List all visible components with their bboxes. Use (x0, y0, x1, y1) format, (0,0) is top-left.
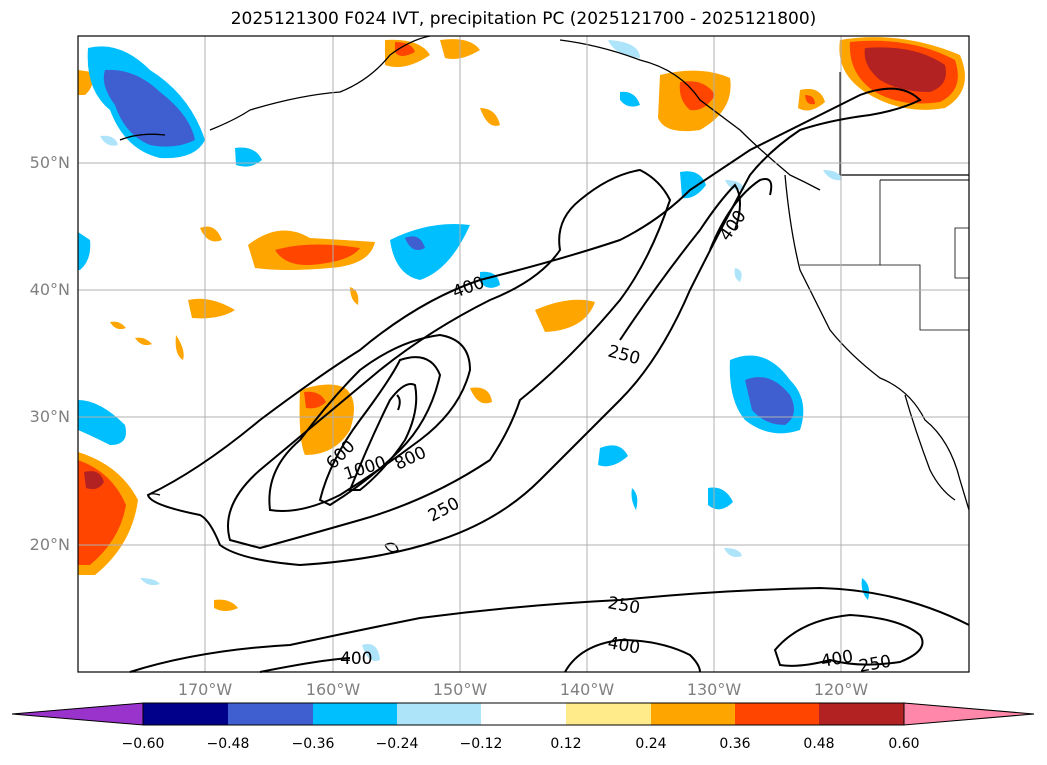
colorbar-tick: −0.48 (206, 736, 250, 752)
colorbar-segment (819, 703, 904, 725)
colorbar-tick: 0.60 (888, 736, 920, 752)
ivt-contours (129, 87, 970, 673)
colorbar-segment (11, 702, 144, 726)
colorbar-tick: 0.36 (719, 736, 751, 752)
colorbar-segment (903, 702, 1035, 726)
colorbar-segment (566, 703, 651, 725)
lon-label: 120°W (813, 680, 869, 699)
colorbar-tick: 0.48 (803, 736, 835, 752)
lon-label: 130°W (686, 680, 742, 699)
map-title: 2025121300 F024 IVT, precipitation PC (2… (230, 9, 817, 29)
lon-label: 170°W (177, 680, 233, 699)
colorbar-segment (735, 703, 819, 725)
lat-label: 30°N (29, 407, 70, 426)
contour-label: 400 (340, 649, 372, 669)
colorbar-tick: −0.12 (459, 736, 503, 752)
lon-label: 140°W (559, 680, 615, 699)
lon-label: 160°W (305, 680, 361, 699)
contour-label: 250 (857, 652, 892, 677)
colorbar-segment (481, 703, 566, 725)
colorbar-segment (228, 703, 313, 725)
graticule (78, 36, 969, 672)
map-frame (77, 35, 970, 673)
colorbar-tick: 0.24 (635, 736, 667, 752)
colorbar-segment (397, 703, 481, 725)
colorbar-tick: −0.24 (375, 736, 419, 752)
lon-label: 150°W (432, 680, 488, 699)
colorbar-tick: −0.60 (121, 736, 165, 752)
colorbar-segment (651, 703, 735, 725)
positive-precip-anomalies (78, 37, 965, 611)
colorbar-tick: 0.12 (550, 736, 582, 752)
colorbar-segment (313, 703, 397, 725)
lat-label: 50°N (29, 153, 70, 172)
lat-label: 40°N (29, 280, 70, 299)
colorbar-tick: −0.36 (291, 736, 335, 752)
lat-label: 20°N (29, 535, 70, 554)
colorbar-segment (143, 703, 228, 725)
negative-precip-anomalies (78, 40, 870, 661)
coastlines (119, 35, 970, 553)
colorbar (11, 702, 1035, 726)
